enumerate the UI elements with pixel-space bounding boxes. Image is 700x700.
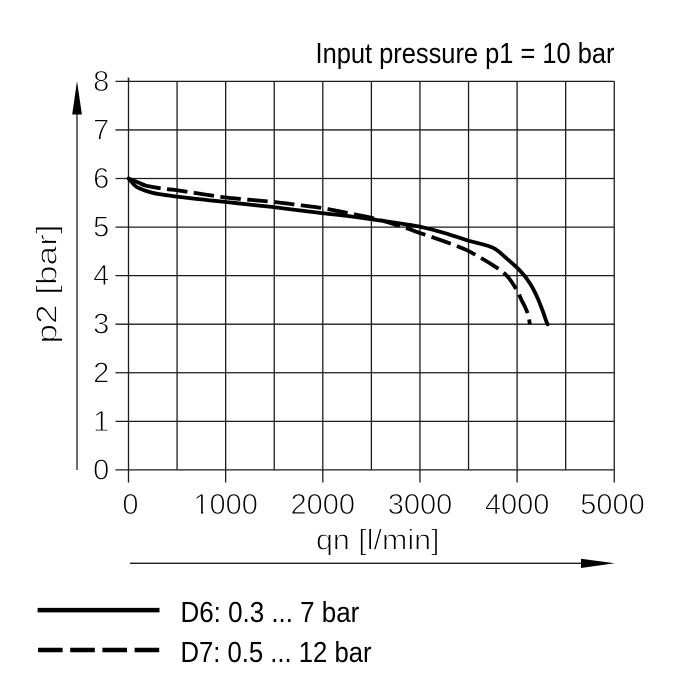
svg-text:0: 0 xyxy=(93,454,109,486)
svg-text:6: 6 xyxy=(93,163,109,195)
svg-text:Input pressure p1 = 10 bar: Input pressure p1 = 10 bar xyxy=(316,38,615,70)
svg-text:4: 4 xyxy=(93,260,109,292)
svg-text:qn [l/min]: qn [l/min] xyxy=(316,525,440,557)
svg-text:8: 8 xyxy=(93,66,109,98)
svg-text:3000: 3000 xyxy=(388,489,453,521)
svg-text:1000: 1000 xyxy=(193,489,258,521)
svg-text:D6: 0.3 ... 7 bar: D6: 0.3 ... 7 bar xyxy=(181,597,360,629)
svg-text:D7: 0.5 ... 12 bar: D7: 0.5 ... 12 bar xyxy=(181,637,372,669)
svg-text:1: 1 xyxy=(93,406,109,438)
svg-text:3: 3 xyxy=(93,309,109,341)
svg-text:p2 [bar]: p2 [bar] xyxy=(32,225,64,344)
svg-text:5: 5 xyxy=(93,212,109,244)
svg-text:5000: 5000 xyxy=(580,489,645,521)
svg-text:7: 7 xyxy=(93,115,109,147)
svg-text:0: 0 xyxy=(122,489,138,521)
svg-text:4000: 4000 xyxy=(485,489,550,521)
svg-text:2: 2 xyxy=(93,357,109,389)
svg-text:2000: 2000 xyxy=(291,489,356,521)
